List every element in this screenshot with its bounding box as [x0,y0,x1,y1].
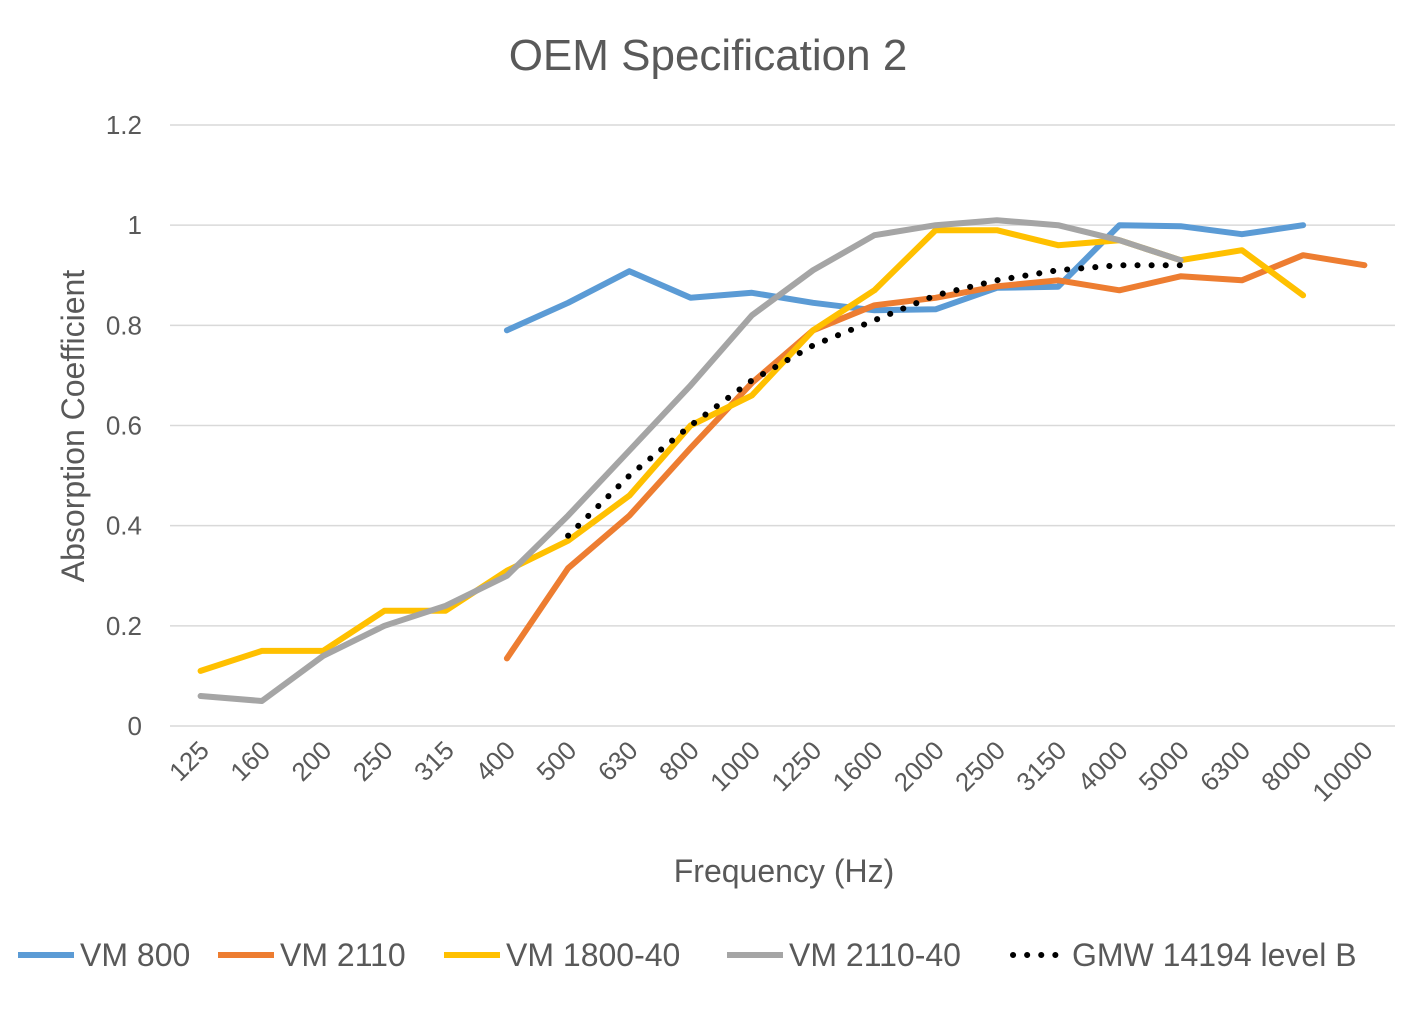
series-line-4 [565,262,1184,539]
x-tick-label: 125 [163,735,215,787]
chart-title: OEM Specification 2 [509,31,908,80]
x-tick-label: 2000 [888,735,950,797]
x-axis-ticks: 125 160 200 250 315 400 500 630 800 1000 1250 1600 2… [163,735,1379,807]
x-tick-label: 1000 [704,735,766,797]
x-tick-label: 3150 [1010,735,1072,797]
x-tick-label: 800 [653,735,705,787]
x-tick-label: 315 [408,735,460,787]
series-line-1 [503,252,1368,662]
legend-label-0: VM 800 [80,937,190,973]
y-tick-label: 0.2 [106,611,142,641]
x-tick-label: 2500 [949,735,1011,797]
legend-label-1: VM 2110 [280,937,406,973]
legend-label-2: VM 1800-40 [506,937,680,973]
legend-label-4: GMW 14194 level B [1072,937,1357,973]
x-tick-label: 4000 [1072,735,1134,797]
series-line-2 [197,227,1307,674]
series-line-3 [197,217,1184,704]
y-tick-label: 1.2 [106,110,142,140]
x-tick-label: 160 [224,735,276,787]
y-tick-label: 0.6 [106,411,142,441]
x-tick-label: 630 [592,735,644,787]
x-tick-label: 500 [530,735,582,787]
gridlines [170,124,1395,727]
x-tick-label: 10000 [1306,735,1378,807]
x-tick-label: 250 [347,735,399,787]
y-tick-label: 1 [128,210,142,240]
y-tick-label: 0.4 [106,511,142,541]
x-tick-label: 6300 [1194,735,1256,797]
x-tick-label: 400 [469,735,521,787]
x-tick-label: 5000 [1133,735,1195,797]
y-axis-ticks: 0 0.2 0.4 0.6 0.8 1 1.2 [106,110,142,741]
x-tick-label: 1250 [765,735,827,797]
x-axis-label: Frequency (Hz) [674,853,895,889]
y-tick-label: 0.8 [106,310,142,340]
y-axis-label: Absorption Coefficient [55,270,91,583]
x-tick-label: 200 [285,735,337,787]
legend: VM 800 VM 2110 VM 1800-40 VM 2110-40 GMW 141… [18,937,1357,973]
series-lines [197,217,1368,704]
y-tick-label: 0 [128,711,142,741]
x-tick-label: 1600 [827,735,889,797]
legend-label-3: VM 2110-40 [789,937,961,973]
